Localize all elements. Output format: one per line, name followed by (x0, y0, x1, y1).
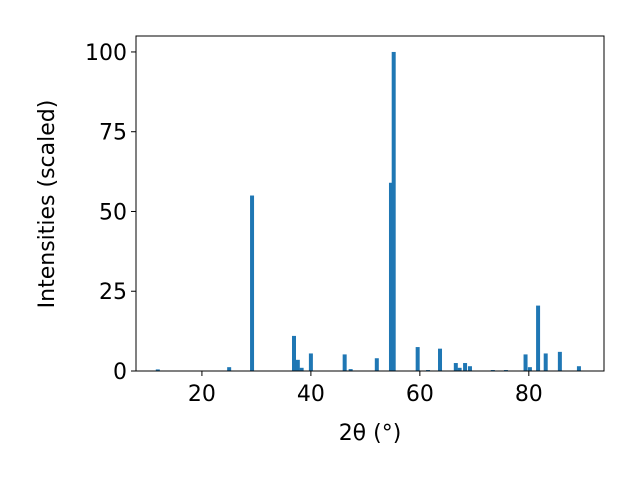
bar (576, 366, 581, 371)
bar (463, 363, 468, 371)
bar (391, 51, 396, 371)
y-tick-label: 50 (99, 200, 127, 225)
bar (308, 353, 313, 371)
x-axis-label: 2θ (°) (339, 421, 402, 446)
bar (438, 348, 443, 371)
bar (388, 182, 393, 371)
y-tick-label: 100 (85, 41, 127, 66)
y-tick-label: 25 (99, 280, 127, 305)
bar (155, 369, 160, 371)
bar (342, 354, 347, 371)
bar (415, 347, 420, 371)
x-tick-label: 40 (297, 382, 325, 407)
bar (523, 354, 528, 371)
bar (543, 353, 548, 371)
y-tick-label: 75 (99, 121, 127, 146)
x-tick-label: 60 (406, 382, 434, 407)
bar (457, 367, 462, 371)
bar (527, 367, 532, 371)
bar (453, 363, 458, 371)
bar (295, 359, 300, 371)
bar (374, 358, 379, 371)
bar (536, 305, 541, 371)
x-tick-label: 80 (515, 382, 543, 407)
plot-frame (135, 35, 605, 372)
bar (299, 367, 304, 371)
y-tick-label: 0 (113, 360, 127, 385)
x-tick-label: 20 (188, 382, 216, 407)
bar (250, 195, 255, 371)
bar (557, 351, 562, 371)
bar (348, 369, 353, 371)
bar (467, 366, 472, 371)
bar (291, 335, 296, 371)
y-axis-label: Intensities (scaled) (35, 100, 60, 309)
bar (227, 367, 232, 371)
